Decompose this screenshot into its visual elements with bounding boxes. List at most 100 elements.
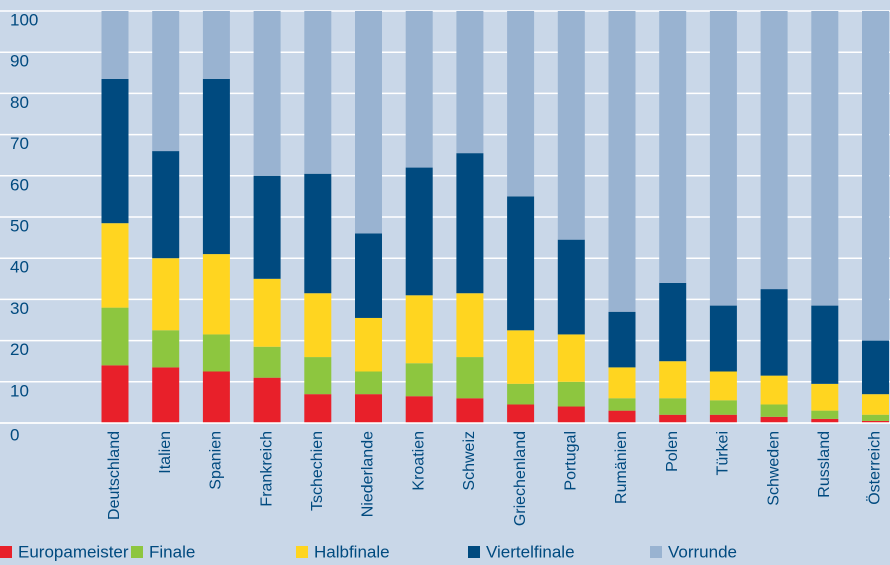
bar-segment (659, 11, 687, 283)
bar-segment (253, 175, 281, 279)
y-tick-label: 50 (10, 216, 29, 235)
legend-swatch (131, 546, 143, 558)
bar-segment (608, 11, 636, 312)
bar-segment (456, 153, 484, 294)
bar-segment (202, 334, 230, 372)
legend-swatch (650, 546, 662, 558)
bar-segment (355, 11, 382, 234)
bar-segment (608, 410, 636, 423)
bar-segment (456, 11, 484, 154)
bar-segment (405, 11, 433, 168)
bar-segment (709, 371, 737, 401)
bar-segment (760, 375, 788, 405)
bar-segment (507, 196, 535, 331)
bar-segment (608, 398, 636, 411)
bar-segment (355, 371, 382, 395)
x-tick-label: Deutschland (106, 431, 123, 520)
bar-segment (304, 293, 332, 358)
bar-segment (659, 361, 687, 399)
bar-segment (862, 340, 889, 395)
x-tick-label: Spanien (208, 431, 225, 490)
bar-segment (659, 414, 687, 423)
legend-label: Europameister (18, 542, 129, 561)
y-tick-label: 30 (10, 299, 29, 318)
legend-label: Finale (149, 542, 195, 561)
bar-segment (253, 377, 281, 423)
bar-segment (355, 317, 382, 372)
x-tick-label: Griechenland (512, 431, 529, 526)
bar-segment (355, 233, 382, 318)
legend-label: Viertelfinale (486, 542, 575, 561)
bar-segment (709, 414, 737, 423)
bar-segment (557, 239, 585, 335)
bar-segment (557, 334, 585, 382)
y-tick-label: 60 (10, 175, 29, 194)
bar-segment (456, 357, 484, 399)
bar-segment (760, 404, 788, 417)
bar-segment (304, 11, 332, 174)
bar-segment (405, 167, 433, 296)
bar-segment (608, 311, 636, 368)
x-tick-label: Kroatien (410, 431, 427, 491)
y-tick-label: 90 (10, 52, 29, 71)
x-tick-label: Schweiz (461, 431, 478, 491)
bar-segment (862, 414, 889, 421)
bar-segment (101, 11, 129, 79)
x-tick-label: Tschechien (309, 431, 326, 511)
legend-label: Vorrunde (668, 542, 737, 561)
bar-segment (304, 173, 332, 294)
x-tick-label: Polen (664, 431, 681, 472)
bar-segment (152, 151, 180, 259)
x-tick-label: Niederlande (360, 431, 377, 517)
bar-segment (101, 78, 129, 224)
bar-segment (557, 11, 585, 240)
bar-segment (304, 357, 332, 395)
legend-label: Halbfinale (314, 542, 390, 561)
x-tick-label: Portugal (563, 431, 580, 491)
bar-segment (101, 307, 129, 366)
bar-segment (760, 11, 788, 290)
y-tick-label: 0 (10, 425, 19, 444)
bar-segment (101, 223, 129, 308)
bar-segment (811, 11, 839, 306)
bar-segment (507, 11, 535, 197)
bar-segment (709, 305, 737, 372)
bar-segment (862, 420, 889, 423)
bar-segment (811, 410, 839, 419)
bar-segment (152, 258, 180, 331)
bar-segment (760, 416, 788, 423)
bar-segment (152, 330, 180, 368)
bar-segment (456, 398, 484, 423)
bar-segment (405, 363, 433, 397)
x-tick-label: Österreich (866, 431, 884, 505)
bar-segment (253, 11, 281, 176)
bar-segment (202, 254, 230, 335)
bar-segment (405, 396, 433, 423)
bar-segment (659, 398, 687, 415)
bar-segment (355, 394, 382, 423)
y-tick-label: 10 (10, 381, 29, 400)
y-tick-label: 70 (10, 134, 29, 153)
x-tick-label: Italien (157, 431, 174, 474)
bar-segment (253, 346, 281, 378)
bar-segment (253, 278, 281, 347)
bar-segment (811, 383, 839, 411)
bar-segment (557, 406, 585, 423)
x-tick-label: Frankreich (258, 431, 275, 507)
legend-swatch (296, 546, 308, 558)
bar-segment (202, 371, 230, 423)
bar-segment (304, 394, 332, 423)
bar-segment (709, 11, 737, 306)
bar-segment (811, 418, 839, 423)
bar-segment (507, 404, 535, 423)
bar-segment (152, 367, 180, 423)
y-tick-label: 100 (10, 10, 38, 29)
bar-segment (709, 400, 737, 415)
bar-segment (811, 305, 839, 384)
bar-segment (862, 394, 889, 415)
x-tick-label: Türkei (715, 431, 732, 475)
y-tick-label: 80 (10, 93, 29, 112)
bar-segment (507, 383, 535, 405)
